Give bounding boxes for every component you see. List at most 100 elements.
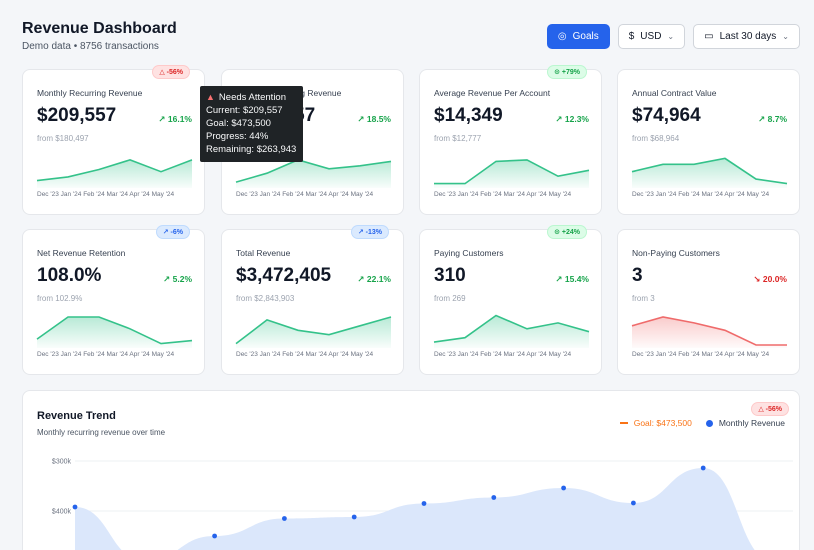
trend-subtitle: Monthly recurring revenue over time [37,428,166,437]
metric-badge: △ -56% [152,65,190,79]
metric-badge-label: -56% [166,69,183,76]
trend-up-icon: ↗ [158,114,168,124]
alert-icon: ▲ [206,92,215,102]
metric-from: from $12,777 [434,134,482,143]
sparkline-x-axis: Dec '23 Jan '24 Feb '24 Mar '24 Apr '24 … [37,351,175,358]
tooltip-remaining: Remaining: $263,943 [206,144,297,155]
metric-card[interactable]: Monthly Recurring Revenue $209,557 ↗ 16.… [22,65,205,215]
metric-from: from $180,497 [37,134,89,143]
check-circle-icon: ⊙ [554,229,562,236]
metric-change-value: 15.4% [564,274,589,284]
metric-card[interactable]: Average Revenue Per Account $14,349 ↗ 12… [419,65,602,215]
metric-badge: ↗ -6% [155,225,190,239]
sparkline [36,159,193,188]
goal-line-swatch [619,422,628,424]
metric-card[interactable]: Non-Paying Customers 3 ↘ 20.0% from 3 De… [617,229,800,375]
page-title: Revenue Dashboard [22,20,177,37]
metric-name: Monthly Recurring Revenue [37,88,143,98]
metric-value: $14,349 [434,105,503,126]
trend-up-icon: ↗ [357,114,367,124]
metric-from: from 269 [434,294,466,303]
sparkline-line [36,316,193,345]
page-subtitle: Demo data • 8756 transactions [22,41,159,52]
revenue-point [631,500,636,506]
tooltip-current: Current: $209,557 [206,105,283,116]
sparkline [235,316,392,348]
trend-title: Revenue Trend [37,410,116,422]
metric-name: Annual Contract Value [632,88,717,98]
date-range-label: Last 30 days [719,31,777,42]
trend-legend: Goal: $473,500 Monthly Revenue [619,418,785,428]
sparkline-area [632,158,787,188]
sparkline-x-axis: Dec '23 Jan '24 Feb '24 Mar '24 Apr '24 … [434,351,572,358]
sparkline [433,314,590,348]
metric-name: Net Revenue Retention [37,248,126,258]
metric-value: $209,557 [37,105,117,126]
trend-icon: ↗ [162,229,171,236]
trend-badge: △ -56% [751,402,789,416]
metric-change-value: 22.1% [366,274,391,284]
metric-name: Average Revenue Per Account [434,88,551,98]
sparkline-line [433,314,590,343]
legend-series: Monthly Revenue [718,418,785,428]
metric-from: from $68,964 [632,134,680,143]
metric-change: ↗ 22.1% [357,274,391,285]
metric-change: ↗ 5.2% [163,274,192,285]
metric-card[interactable]: Net Revenue Retention 108.0% ↗ 5.2% from… [22,225,205,375]
sparkline-x-axis: Dec '23 Jan '24 Feb '24 Mar '24 Apr '24 … [632,351,770,358]
metric-badge: ↗ -13% [350,225,389,239]
metric-change: ↗ 15.4% [555,274,589,285]
metric-card[interactable]: Total Revenue $3,472,405 ↗ 22.1% from $2… [221,225,404,375]
trend-up-icon: ↗ [163,274,173,284]
sparkline [631,157,788,188]
metric-change: ↗ 16.1% [158,114,192,125]
metric-change-value: 5.2% [172,274,192,284]
sparkline-line [434,159,590,185]
metric-value: 310 [434,265,466,286]
metric-name: Non-Paying Customers [632,248,720,258]
revenue-trend-card: Revenue Trend Monthly recurring revenue … [22,390,800,550]
trend-up-icon: ↗ [555,114,565,124]
calendar-icon: ▭ [704,31,714,42]
sparkline [235,159,392,188]
legend-goal: Goal: $473,500 [633,418,692,428]
sparkline [631,316,787,348]
metric-value: 3 [632,265,643,286]
goals-button[interactable]: ◎ Goals [546,24,610,49]
metric-name: Total Revenue [236,248,291,258]
metric-change-value: 20.0% [762,274,787,284]
metric-value: $74,964 [632,105,701,126]
revenue-point [282,516,287,521]
revenue-point [72,504,78,510]
goals-button-label: Goals [572,31,599,42]
trend-up-icon: ↗ [357,274,367,284]
sparkline-x-axis: Dec '23 Jan '24 Feb '24 Mar '24 Apr '24 … [37,191,175,198]
y-tick-label: $300k [52,459,72,466]
metric-change: ↗ 8.7% [758,114,787,125]
metric-card[interactable]: Annual Contract Value $74,964 ↗ 8.7% fro… [617,69,800,215]
currency-select[interactable]: $ USD ⌄ [617,24,686,49]
sparkline-line [631,157,788,185]
metric-badge-label: +24% [561,229,580,236]
check-circle-icon: ⊙ [554,69,562,76]
series-dot-swatch [705,419,713,427]
metric-change: ↗ 12.3% [555,114,589,125]
sparkline-area [632,317,787,348]
tooltip-goal: Goal: $473,500 [206,118,271,129]
metric-value: 108.0% [37,265,102,286]
metric-badge-label: -13% [365,229,382,236]
sparkline-x-axis: Dec '23 Jan '24 Feb '24 Mar '24 Apr '24 … [632,191,770,198]
sparkline-area [37,159,192,188]
dollar-icon: $ [628,31,635,42]
sparkline-line [631,316,787,346]
metric-card[interactable]: Paying Customers 310 ↗ 15.4% from 269 De… [419,225,602,375]
date-range-select[interactable]: ▭ Last 30 days ⌄ [693,24,800,49]
revenue-area [75,468,755,550]
sparkline-x-axis: Dec '23 Jan '24 Feb '24 Mar '24 Apr '24 … [236,351,374,358]
trend-up-icon: ↗ [758,114,768,124]
target-icon: ◎ [557,31,567,42]
currency-select-label: USD [640,31,662,42]
sparkline-area [434,315,589,348]
metric-change: ↗ 18.5% [357,114,391,125]
metric-change-value: 16.1% [167,114,192,124]
